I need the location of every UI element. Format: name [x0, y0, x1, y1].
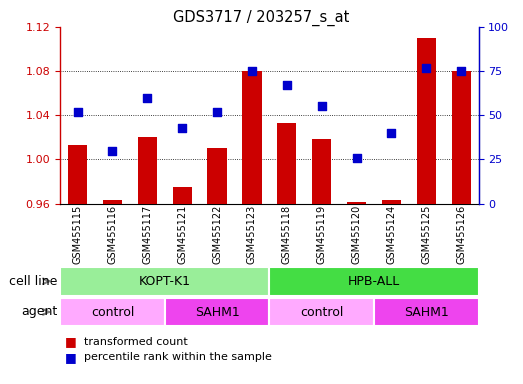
Bar: [173, 187, 192, 204]
Text: SAHM1: SAHM1: [195, 306, 240, 318]
Bar: [208, 148, 226, 204]
Bar: [382, 200, 401, 204]
Bar: [242, 71, 262, 204]
Text: cell line: cell line: [9, 275, 58, 288]
Point: [248, 68, 256, 74]
Bar: [68, 145, 87, 204]
Text: percentile rank within the sample: percentile rank within the sample: [84, 352, 271, 362]
Bar: [103, 200, 122, 204]
Text: ■: ■: [65, 351, 77, 364]
Bar: [60, 298, 165, 326]
Bar: [312, 139, 331, 204]
Text: ■: ■: [65, 335, 77, 348]
Text: control: control: [91, 306, 134, 318]
Point: [282, 82, 291, 88]
Point: [178, 124, 186, 131]
Bar: [374, 298, 479, 326]
Bar: [138, 137, 157, 204]
Point: [422, 65, 430, 71]
Point: [457, 68, 465, 74]
Text: HPB-ALL: HPB-ALL: [348, 275, 400, 288]
Text: SAHM1: SAHM1: [404, 306, 449, 318]
Point: [387, 130, 395, 136]
Text: agent: agent: [21, 306, 58, 318]
Point: [317, 103, 326, 109]
Point: [108, 147, 117, 154]
Text: GDS3717 / 203257_s_at: GDS3717 / 203257_s_at: [173, 10, 350, 26]
Point: [353, 154, 361, 161]
Bar: [451, 71, 471, 204]
Point: [73, 109, 82, 115]
Point: [213, 109, 221, 115]
Bar: [417, 38, 436, 204]
Point: [143, 94, 152, 101]
Bar: [60, 267, 269, 296]
Bar: [269, 298, 374, 326]
Bar: [347, 202, 366, 204]
Bar: [277, 123, 297, 204]
Text: control: control: [300, 306, 343, 318]
Text: KOPT-K1: KOPT-K1: [139, 275, 191, 288]
Bar: [269, 267, 479, 296]
Text: transformed count: transformed count: [84, 337, 187, 347]
Bar: [165, 298, 269, 326]
